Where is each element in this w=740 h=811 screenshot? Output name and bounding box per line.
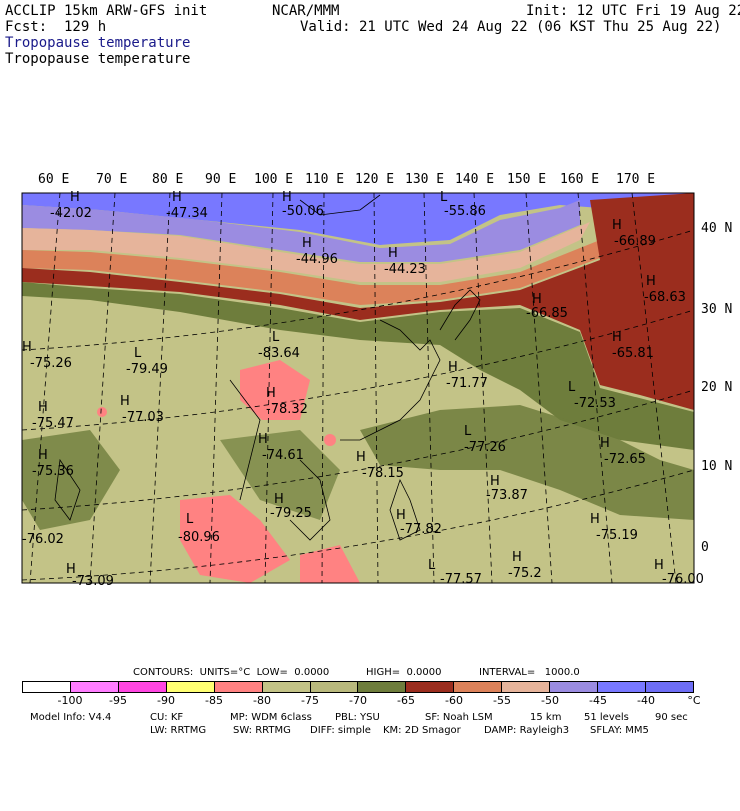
coastlines	[54, 194, 481, 541]
info-item: LW: RRTMG	[150, 725, 207, 736]
legend-tick-label: -65	[397, 694, 415, 707]
legend-tick-label: -60	[445, 694, 463, 707]
lon-label: 150 E	[507, 172, 547, 187]
info-item: Model Info: V4.4	[30, 712, 112, 723]
lon-label: 160 E	[560, 172, 600, 187]
band-olive	[22, 282, 694, 450]
contours-interval: INTERVAL= 1000.0	[479, 667, 580, 678]
cold-spot	[324, 434, 336, 446]
lat-label: 0	[701, 540, 709, 555]
lon-label: 120 E	[355, 172, 395, 187]
forecast-hour: Fcst: 129 h	[5, 19, 107, 35]
legend-ticks: -100 -95 -90 -85 -80 -75 -70 -65 -60 -55 -50 -45 -40…	[0, 694, 740, 708]
contours-high: HIGH= 0.0000	[366, 667, 442, 678]
cold-patch-sea	[300, 545, 360, 583]
legend-swatch	[598, 682, 646, 692]
field-name-blue: Tropopause temperature	[5, 35, 191, 51]
legend-swatch	[550, 682, 599, 692]
info-item: SF: Noah LSM	[425, 712, 493, 723]
info-item: CU: KF	[150, 712, 184, 723]
info-item: SFLAY: MM5	[590, 725, 649, 736]
legend-tick-label: -90	[157, 694, 175, 707]
legend-swatch	[23, 682, 71, 692]
lon-label: 110 E	[305, 172, 345, 187]
legend-tick-label: -75	[301, 694, 319, 707]
cold-spot	[97, 407, 107, 417]
tropopause-temperature-map	[21, 192, 695, 584]
model-title: ACCLIP 15km ARW-GFS init	[5, 3, 208, 19]
legend-swatch	[310, 682, 359, 692]
lon-label: 60 E	[38, 172, 70, 187]
legend-tick-label: -95	[109, 694, 127, 707]
lon-label: 70 E	[96, 172, 128, 187]
info-item: 90 sec	[655, 712, 688, 723]
lon-label: 140 E	[455, 172, 495, 187]
graticule	[22, 193, 694, 583]
legend-swatch	[118, 682, 167, 692]
legend-tick-label: -45	[589, 694, 607, 707]
band-dark-red	[22, 193, 694, 410]
info-item: SW: RRTMG	[233, 725, 291, 736]
legend-swatch	[645, 682, 693, 692]
cold-patch-south	[180, 495, 290, 583]
legend-tick-label: -100	[57, 694, 83, 707]
legend-swatch	[502, 682, 551, 692]
info-item: KM: 2D Smagor	[383, 725, 461, 736]
olive-patch	[360, 405, 694, 520]
olive-patch-center	[220, 430, 340, 520]
legend-tick-label: -55	[493, 694, 511, 707]
lon-label: 130 E	[405, 172, 445, 187]
info-item: PBL: YSU	[335, 712, 380, 723]
legend-swatch	[166, 682, 215, 692]
legend-swatch	[454, 682, 503, 692]
lon-label: 80 E	[152, 172, 184, 187]
legend-swatch	[358, 682, 407, 692]
legend-swatch	[262, 682, 311, 692]
cold-patch	[240, 360, 310, 420]
info-item: DAMP: Rayleigh3	[484, 725, 570, 736]
info-item: 15 km	[530, 712, 562, 723]
info-item: DIFF: simple	[310, 725, 371, 736]
field-name: Tropopause temperature	[5, 51, 191, 67]
lon-label: 100 E	[254, 172, 294, 187]
legend-tick-label: -50	[541, 694, 559, 707]
band-blue	[22, 193, 694, 245]
valid-time: Valid: 21 UTC Wed 24 Aug 22 (06 KST Thu …	[300, 19, 722, 35]
legend-tick-label: -85	[205, 694, 223, 707]
lat-label: 30 N	[701, 302, 733, 317]
lon-label: 170 E	[616, 172, 656, 187]
lon-label: 90 E	[205, 172, 237, 187]
lat-label: 20 N	[701, 380, 733, 395]
init-time: Init: 12 UTC Fri 19 Aug 22	[526, 3, 740, 19]
lat-label: 40 N	[701, 221, 733, 236]
info-item: 51 levels	[584, 712, 629, 723]
legend-tick-label: -40	[637, 694, 655, 707]
legend-tick-label: -80	[253, 694, 271, 707]
band-lavender	[22, 200, 580, 262]
band-orange	[22, 240, 600, 305]
legend-swatch	[70, 682, 119, 692]
contours-label: CONTOURS: UNITS=°C LOW= 0.0000	[133, 667, 330, 678]
legend-swatch	[406, 682, 455, 692]
lat-label: 10 N	[701, 459, 733, 474]
model-info-line2: LW: RRTMG SW: RRTMG DIFF: simple KM: 2D …	[0, 725, 740, 802]
model-info-line1: Model Info: V4.4 CU: KF MP: WDM 6class P…	[0, 712, 740, 811]
color-legend-bar	[22, 681, 694, 693]
org-label: NCAR/MMM	[272, 3, 340, 19]
legend-tick-label: °C	[687, 694, 701, 707]
band-pink	[22, 222, 590, 282]
info-item: MP: WDM 6class	[230, 712, 312, 723]
legend-swatch	[214, 682, 263, 692]
legend-tick-label: -70	[349, 694, 367, 707]
